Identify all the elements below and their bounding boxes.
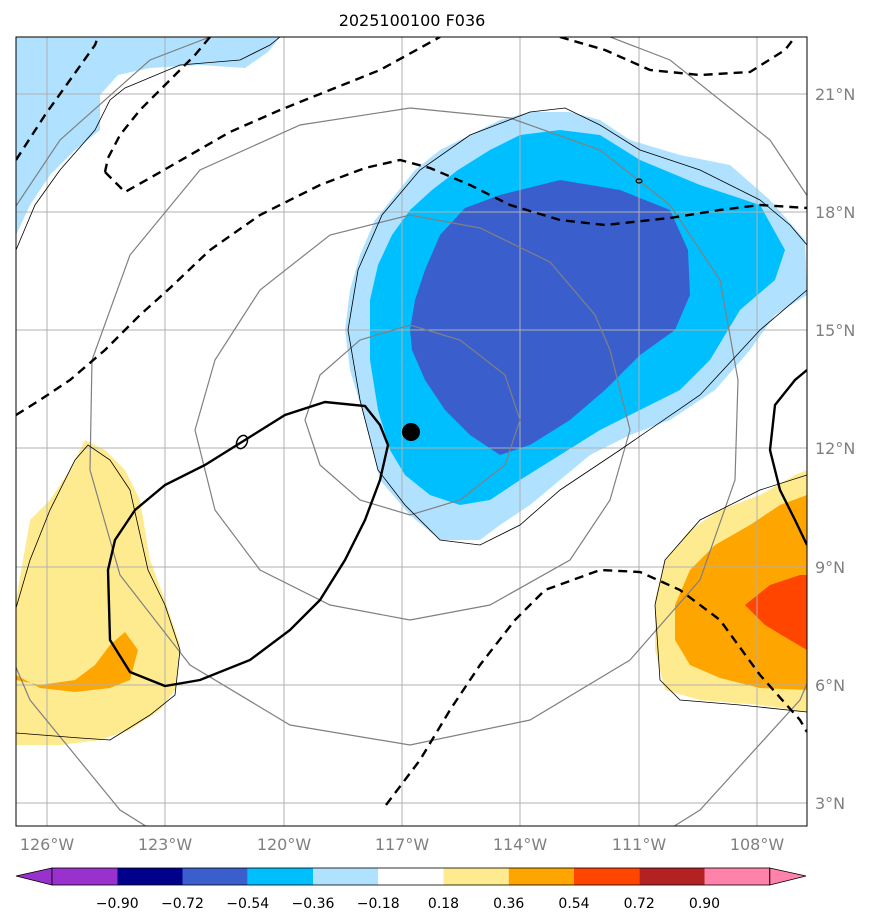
shading-sw-orange [16,632,138,692]
lat-tick-label: 21°N [815,85,855,104]
colorbar-tick-label: −0.90 [96,896,139,912]
graticule [16,37,807,826]
colorbar-tick-label: −0.18 [357,896,400,912]
colorbar-tick-label: 0.90 [689,896,720,912]
colorbar-extend-low [15,867,53,886]
lat-tick-label: 6°N [815,676,845,695]
colorbar-segment [704,868,770,885]
lon-tick-label: 123°W [138,835,193,854]
colorbar-tick-label: 0.18 [428,896,459,912]
shading-se-orange [675,495,807,690]
lat-tick-label: 15°N [815,321,855,340]
lon-tick-label: 114°W [493,835,548,854]
colorbar-segment [508,868,574,885]
colorbar-tick-label: 0.72 [624,896,655,912]
colorbar-tick-label: −0.54 [226,896,269,912]
colorbar-tick-label: 0.54 [558,896,589,912]
colorbar-segment [247,868,313,885]
colorbar-segment [639,868,705,885]
colorbar-segment [443,868,509,885]
dashed-contours [16,37,807,806]
lon-tick-label: 120°W [257,835,312,854]
colorbar-segment [117,868,183,885]
lon-tick-label: 117°W [375,835,430,854]
lon-tick-label: 126°W [20,835,75,854]
latitude-labels: 21°N 18°N 15°N 12°N 9°N 6°N 3°N [815,85,855,813]
colorbar-segment [52,868,118,885]
lat-tick-label: 9°N [815,558,845,577]
colorbar-segment [313,868,379,885]
colorbar-tick-label: −0.72 [161,896,204,912]
colorbar-frame [51,867,771,886]
colorbar-tick-label: 0.36 [493,896,524,912]
coast-lines [16,37,807,741]
longitude-labels: 126°W 123°W 120°W 117°W 114°W 111°W 108°… [20,835,785,854]
lat-tick-label: 18°N [815,203,855,222]
lat-tick-label: 3°N [815,794,845,813]
colorbar-extend-high [769,867,807,886]
storm-center-marker [402,423,420,441]
colorbar: −0.90 −0.72 −0.54 −0.36 −0.18 0.18 0.36 … [15,867,807,912]
shading-se-red [745,575,807,650]
shading-center-blue [410,180,690,455]
shading-sw-yellow [16,440,180,745]
map-area [16,37,807,826]
colorbar-segment [182,868,248,885]
lat-tick-label: 12°N [815,439,855,458]
map-frame [15,36,808,827]
colorbar-tick-label: −0.36 [292,896,335,912]
chart-title: 2025100100 F036 [339,11,486,30]
solid-contours [106,178,807,688]
shading-nw-lightblue [16,37,280,235]
lon-tick-label: 108°W [730,835,785,854]
lon-tick-label: 111°W [612,835,667,854]
colorbar-segment [574,868,640,885]
colorbar-segment [378,868,444,885]
